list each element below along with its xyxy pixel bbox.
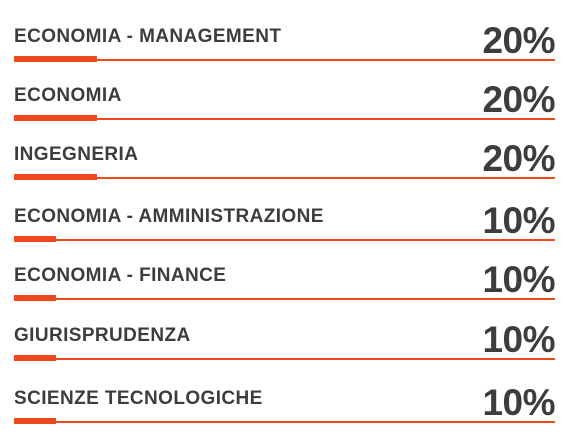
item-percentage: 10% <box>482 259 555 300</box>
progress-track <box>14 421 555 423</box>
progress-track <box>14 59 555 61</box>
item-label: INGEGNERIA <box>14 144 139 165</box>
item-percentage: 20% <box>482 138 555 179</box>
progress-track <box>14 118 555 120</box>
item-label: ECONOMIA - MANAGEMENT <box>14 26 282 47</box>
item-percentage: 10% <box>482 200 555 241</box>
list-item: ECONOMIA - AMMINISTRAZIONE 10% <box>14 194 555 254</box>
progress-fill <box>14 56 97 62</box>
list-item: ECONOMIA - FINANCE 10% <box>14 253 555 313</box>
progress-fill <box>14 115 97 121</box>
list-item: ECONOMIA 20% <box>14 73 555 133</box>
item-percentage: 20% <box>482 20 555 61</box>
progress-fill <box>14 174 97 180</box>
progress-fill <box>14 295 56 301</box>
item-label: SCIENZE TECNOLOGICHE <box>14 388 263 409</box>
progress-track <box>14 177 555 179</box>
item-label: ECONOMIA - FINANCE <box>14 265 227 286</box>
item-label: ECONOMIA <box>14 85 122 106</box>
progress-track <box>14 358 555 360</box>
progress-fill <box>14 355 56 361</box>
list-item: SCIENZE TECNOLOGICHE 10% <box>14 376 555 436</box>
item-label: ECONOMIA - AMMINISTRAZIONE <box>14 206 324 227</box>
list-item: GIURISPRUDENZA 10% <box>14 313 555 373</box>
item-percentage: 20% <box>482 79 555 120</box>
item-percentage: 10% <box>482 319 555 360</box>
progress-track <box>14 298 555 300</box>
progress-fill <box>14 236 56 242</box>
list-item: ECONOMIA - MANAGEMENT 20% <box>14 14 555 74</box>
list-item: INGEGNERIA 20% <box>14 132 555 192</box>
progress-fill <box>14 418 56 424</box>
progress-track <box>14 239 555 241</box>
item-label: GIURISPRUDENZA <box>14 325 191 346</box>
item-percentage: 10% <box>482 382 555 423</box>
